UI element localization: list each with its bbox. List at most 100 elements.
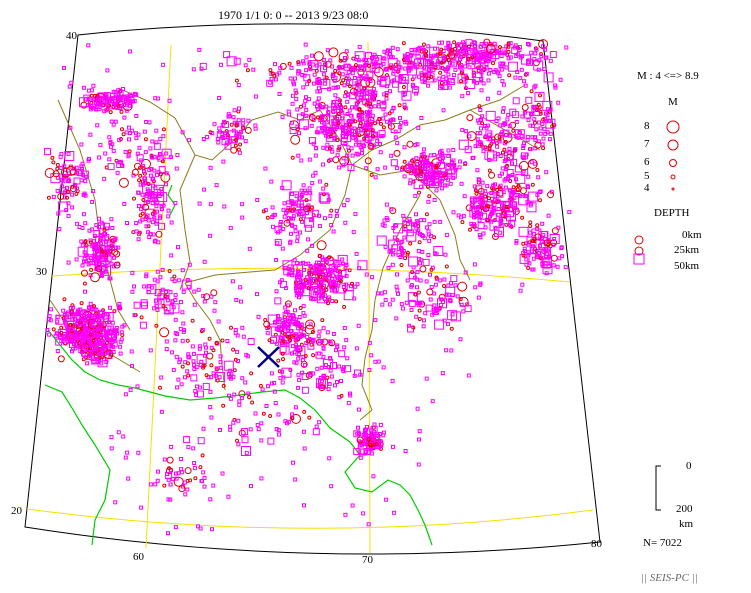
deep-quake-marker bbox=[420, 160, 425, 165]
deep-quake-marker bbox=[413, 223, 417, 228]
deep-quake-marker bbox=[310, 243, 315, 248]
deep-quake-marker bbox=[325, 126, 333, 134]
deep-quake-marker bbox=[273, 62, 277, 67]
deep-quake-marker bbox=[87, 314, 92, 319]
deep-quake-marker bbox=[345, 112, 350, 116]
deep-quake-marker bbox=[125, 102, 130, 107]
deep-quake-marker bbox=[436, 154, 441, 159]
deep-quake-marker bbox=[518, 195, 529, 206]
lat-label-30: 30 bbox=[36, 266, 47, 278]
deep-quake-marker bbox=[305, 275, 310, 280]
deep-quake-marker bbox=[82, 328, 87, 333]
deep-quake-marker bbox=[480, 59, 485, 64]
deep-quake-marker bbox=[170, 350, 175, 355]
shallow-quake-marker bbox=[250, 400, 255, 405]
deep-quake-marker bbox=[328, 368, 333, 373]
deep-quake-marker bbox=[544, 55, 549, 60]
shallow-quake-marker bbox=[477, 187, 485, 195]
deep-quake-marker bbox=[373, 61, 378, 66]
shallow-quake-marker bbox=[528, 220, 533, 225]
deep-quake-marker bbox=[531, 267, 536, 272]
deep-quake-marker bbox=[159, 409, 164, 414]
deep-quake-marker bbox=[280, 369, 285, 374]
deep-quake-marker bbox=[304, 55, 309, 60]
deep-quake-marker bbox=[57, 226, 62, 231]
shallow-quake-marker bbox=[411, 325, 416, 330]
deep-quake-marker bbox=[540, 221, 545, 226]
deep-quake-marker bbox=[234, 298, 239, 302]
legend-magnitude-6: 6 bbox=[644, 156, 650, 168]
deep-quake-marker bbox=[124, 108, 129, 113]
deep-quake-marker bbox=[547, 247, 552, 252]
shallow-quake-marker bbox=[403, 256, 408, 261]
deep-quake-marker bbox=[104, 269, 109, 274]
deep-quake-marker bbox=[95, 123, 100, 128]
deep-quake-marker bbox=[331, 109, 336, 114]
shallow-quake-marker bbox=[118, 177, 129, 188]
shallow-quake-marker bbox=[466, 131, 477, 142]
deep-quake-marker bbox=[293, 337, 298, 342]
deep-quake-marker bbox=[528, 230, 533, 235]
deep-quake-marker bbox=[323, 363, 328, 367]
deep-quake-marker bbox=[81, 170, 89, 178]
deep-quake-marker bbox=[227, 393, 231, 398]
deep-quake-marker bbox=[147, 120, 152, 125]
shallow-quake-marker bbox=[314, 68, 319, 73]
deep-quake-marker bbox=[497, 173, 502, 178]
deep-quake-marker bbox=[479, 117, 483, 122]
deep-quake-marker bbox=[286, 329, 291, 333]
deep-quake-marker bbox=[335, 344, 340, 349]
deep-quake-marker bbox=[289, 127, 297, 135]
shallow-quake-marker bbox=[487, 168, 492, 173]
deep-quake-marker bbox=[83, 289, 87, 294]
deep-quake-marker bbox=[107, 325, 112, 330]
deep-quake-marker bbox=[375, 291, 380, 296]
deep-quake-marker bbox=[347, 108, 352, 113]
deep-quake-marker bbox=[104, 359, 109, 364]
shallow-quake-marker bbox=[449, 326, 454, 331]
deep-quake-marker bbox=[327, 456, 332, 461]
deep-quake-marker bbox=[487, 151, 498, 162]
shallow-quake-marker bbox=[479, 142, 484, 147]
shallow-quake-marker bbox=[377, 117, 382, 122]
deep-quake-marker bbox=[203, 342, 208, 347]
deep-quake-marker bbox=[330, 149, 335, 154]
deep-quake-marker bbox=[346, 70, 351, 75]
deep-quake-marker bbox=[267, 437, 275, 445]
deep-quake-marker bbox=[492, 202, 497, 207]
deep-quake-marker bbox=[506, 112, 511, 117]
deep-quake-marker bbox=[543, 72, 554, 83]
deep-quake-marker bbox=[159, 289, 170, 300]
deep-quake-marker bbox=[507, 124, 512, 129]
deep-quake-marker bbox=[342, 326, 347, 330]
deep-quake-marker bbox=[89, 320, 94, 324]
deep-quake-marker bbox=[437, 76, 442, 81]
shallow-quake-marker bbox=[238, 390, 246, 398]
shallow-quake-marker bbox=[423, 53, 428, 57]
deep-quake-marker bbox=[150, 139, 155, 144]
deep-quake-marker bbox=[486, 78, 491, 83]
deep-quake-marker bbox=[222, 204, 227, 209]
deep-quake-marker bbox=[515, 173, 526, 184]
shallow-quake-marker bbox=[258, 383, 263, 388]
deep-quake-marker bbox=[369, 353, 374, 358]
deep-quake-marker bbox=[453, 283, 458, 288]
deep-quake-marker bbox=[74, 257, 79, 262]
deep-quake-marker bbox=[334, 123, 339, 128]
deep-quake-marker bbox=[253, 123, 258, 128]
deep-quake-marker bbox=[301, 429, 306, 434]
deep-quake-marker bbox=[228, 424, 233, 429]
deep-quake-marker bbox=[109, 337, 114, 342]
shallow-quake-marker bbox=[158, 385, 162, 390]
deep-quake-marker bbox=[447, 85, 452, 90]
legend-magnitude-heading: M bbox=[668, 96, 678, 108]
deep-quake-marker bbox=[537, 120, 541, 125]
deep-quake-marker bbox=[226, 56, 237, 67]
deep-quake-marker bbox=[346, 127, 351, 132]
deep-quake-marker bbox=[315, 366, 320, 371]
deep-quake-marker bbox=[545, 130, 550, 135]
deep-quake-marker bbox=[405, 278, 410, 283]
deep-quake-marker bbox=[349, 146, 354, 151]
deep-quake-marker bbox=[412, 62, 417, 67]
deep-quake-marker bbox=[283, 319, 291, 327]
